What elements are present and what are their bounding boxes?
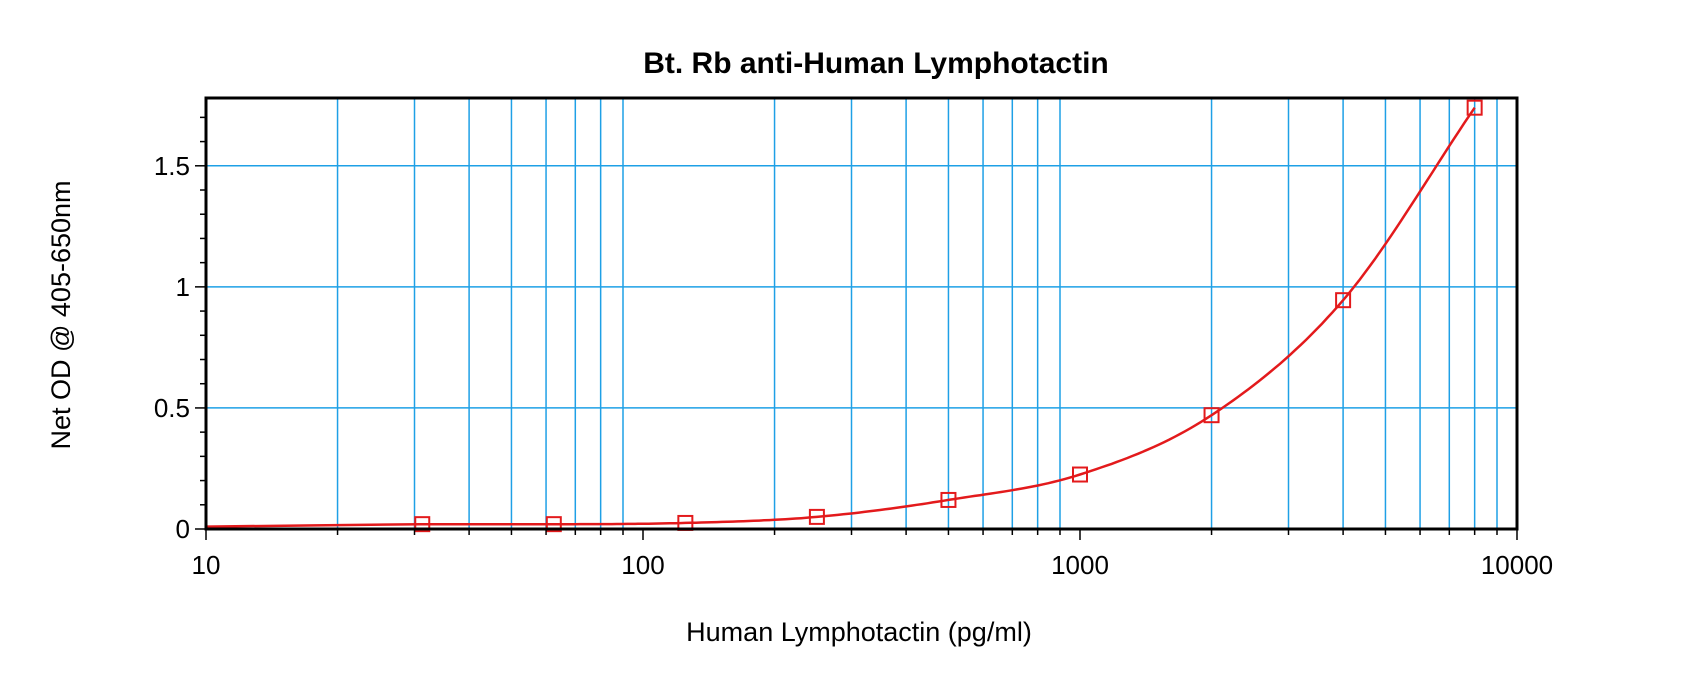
data-point	[545, 516, 562, 533]
chart-title: Bt. Rb anti-Human Lymphotactin	[643, 47, 1109, 80]
grid	[206, 98, 1517, 529]
data-point	[1335, 292, 1352, 309]
x-tick-label: 1000	[1051, 550, 1109, 580]
data-point	[1203, 407, 1220, 424]
fit-curve	[205, 106, 1476, 528]
x-tick-label: 10	[192, 550, 221, 580]
y-axis-label: Net OD @ 405-650nm	[46, 180, 76, 449]
data-points	[414, 99, 1483, 533]
data-point	[940, 491, 957, 508]
data-point	[1072, 466, 1088, 483]
data-point	[808, 508, 825, 525]
y-axis-ticks: 0 0.5 1 1.5	[154, 116, 206, 544]
data-point	[414, 516, 431, 533]
x-tick-label: 100	[621, 550, 664, 580]
fit-curve-layer	[205, 106, 1476, 528]
x-axis-ticks: 10 100 1000 10000	[192, 529, 1553, 580]
y-tick-label: 1.5	[154, 151, 190, 181]
y-tick-label: 0.5	[154, 393, 190, 423]
y-tick-label: 1	[176, 272, 190, 302]
data-point	[1466, 99, 1483, 116]
x-tick-label: 10000	[1481, 550, 1553, 580]
plot-area-frame	[204, 96, 1519, 531]
y-tick-label: 0	[176, 514, 190, 544]
x-axis-label: Human Lymphotactin (pg/ml)	[686, 617, 1032, 647]
